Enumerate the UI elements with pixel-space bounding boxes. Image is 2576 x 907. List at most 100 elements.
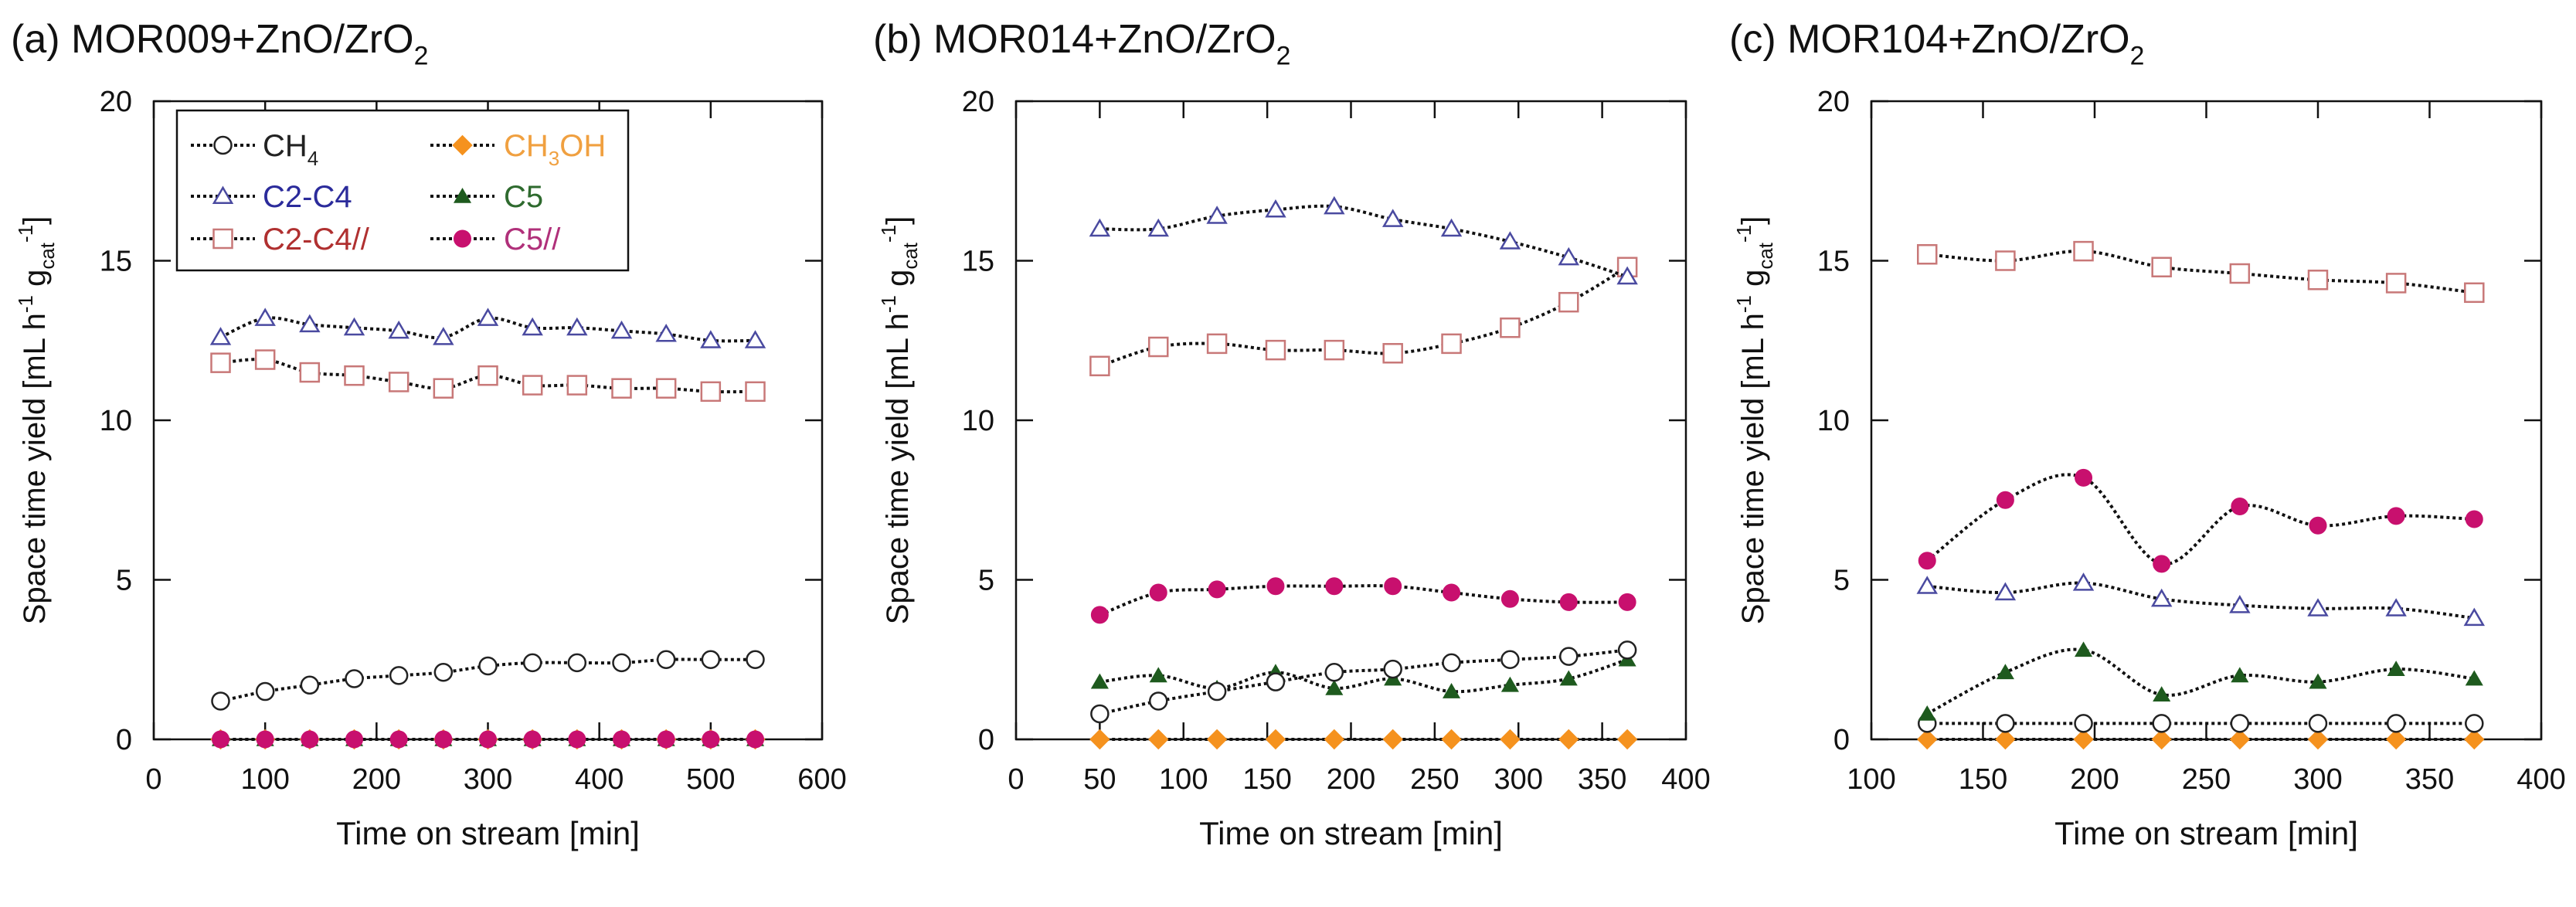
data-point xyxy=(611,378,632,399)
legend-marker xyxy=(452,134,473,156)
data-point xyxy=(388,372,410,392)
series-c5p xyxy=(1090,577,1636,624)
data-point xyxy=(478,656,498,676)
data-point xyxy=(299,362,321,383)
series-c2c4p xyxy=(210,349,766,403)
series-line xyxy=(1099,648,1628,715)
data-point xyxy=(1917,243,1938,265)
plot-frame xyxy=(1870,100,2543,741)
legend-label: C2-C4 xyxy=(263,180,352,214)
legend-label-part: C5 xyxy=(504,180,543,214)
data-point xyxy=(2465,670,2483,686)
y-axis-label-part: -1 xyxy=(877,225,900,243)
data-point xyxy=(1089,355,1110,377)
data-point xyxy=(2387,507,2405,525)
y-axis-label-part: Space time yield [mL h xyxy=(1736,313,1770,624)
x-tick-label: 100 xyxy=(1847,763,1895,796)
data-point xyxy=(477,307,499,326)
data-point xyxy=(1558,291,1579,313)
data-point xyxy=(1499,231,1521,250)
x-tick-label: 150 xyxy=(1959,763,2007,796)
x-tick-label: 250 xyxy=(2182,763,2231,796)
data-point xyxy=(2231,667,2249,683)
data-point xyxy=(1500,729,1521,750)
y-axis-label-part: g xyxy=(1736,270,1770,295)
data-point xyxy=(657,730,675,749)
legend-label: CH3OH xyxy=(504,129,606,170)
data-point xyxy=(2385,729,2407,750)
series-ch4 xyxy=(211,650,765,711)
legend-label-part: C2-C4// xyxy=(263,223,370,256)
panel-title-part: (a) MOR009+ZnO/ZrO xyxy=(11,17,414,62)
x-tick-label: 400 xyxy=(2517,763,2565,796)
y-axis-label-part: -1 xyxy=(14,295,37,313)
y-axis-label: Space time yield [mL h-1 gcat-1] xyxy=(877,216,922,625)
panel-title: (a) MOR009+ZnO/ZrO2 xyxy=(11,17,428,71)
data-point xyxy=(745,381,766,403)
data-point xyxy=(1443,583,1461,602)
data-point xyxy=(1558,246,1580,266)
legend-item-c2c4: C2-C4 xyxy=(191,180,352,214)
data-point xyxy=(2153,555,2171,573)
data-point xyxy=(1500,589,1519,608)
data-point xyxy=(2152,714,2171,733)
x-tick-label: 400 xyxy=(575,763,624,796)
x-tick-label: 300 xyxy=(1494,763,1543,796)
y-axis-label-part: -1 xyxy=(1732,225,1755,243)
data-point xyxy=(209,327,232,345)
data-point xyxy=(1090,606,1109,624)
x-tick-label: 400 xyxy=(1661,763,1710,796)
data-point xyxy=(610,320,633,339)
series-line xyxy=(1927,581,2475,620)
data-point xyxy=(1996,714,2015,733)
series-ch3oh xyxy=(1917,729,2485,750)
legend-label-part: CH xyxy=(504,129,549,163)
y-tick-label: 15 xyxy=(1817,246,1850,278)
data-point xyxy=(522,375,543,396)
y-tick-label: 5 xyxy=(978,565,994,597)
series-c2c4 xyxy=(209,307,766,348)
legend-marker xyxy=(212,228,233,250)
y-tick-label: 15 xyxy=(962,246,994,278)
data-point xyxy=(1500,676,1519,692)
y-axis-label-part: Space time yield [mL h xyxy=(881,313,915,624)
data-point xyxy=(479,730,497,749)
data-point xyxy=(1206,333,1228,355)
y-tick-label: 0 xyxy=(1833,724,1850,756)
y-tick-label: 0 xyxy=(978,724,994,756)
data-point xyxy=(1324,339,1345,361)
data-point xyxy=(434,730,453,749)
data-point xyxy=(1266,577,1285,596)
y-tick-label: 0 xyxy=(116,724,132,756)
data-point xyxy=(700,381,722,403)
data-point xyxy=(2229,263,2251,284)
data-point xyxy=(1440,218,1463,237)
data-point xyxy=(2229,595,2251,613)
x-axis-label: Time on stream [min] xyxy=(1199,815,1503,851)
legend-item-c2c4p: C2-C4// xyxy=(191,223,370,256)
series-c2c4p xyxy=(1089,256,1638,377)
y-axis-label-part: -1 xyxy=(877,295,900,313)
data-point xyxy=(1324,195,1345,215)
data-point xyxy=(612,653,631,673)
data-point xyxy=(344,365,365,386)
panel-title-part: 2 xyxy=(2130,42,2145,71)
data-point xyxy=(2463,607,2486,627)
panel-title: (b) MOR014+ZnO/ZrO2 xyxy=(873,17,1290,71)
x-tick-label: 0 xyxy=(145,763,161,796)
data-point xyxy=(746,650,765,669)
series-line xyxy=(1099,584,1628,617)
data-point xyxy=(212,730,229,749)
y-axis-label: Space time yield [mL h-1 gcat-1] xyxy=(1732,216,1777,625)
legend-box xyxy=(175,109,630,272)
y-axis-label-part: -1 xyxy=(1732,295,1755,313)
data-point xyxy=(1918,705,1936,721)
data-point xyxy=(522,317,543,336)
data-point xyxy=(433,378,454,399)
data-point xyxy=(1382,729,1403,750)
y-tick-label: 10 xyxy=(100,405,132,437)
y-axis-label-part: cat xyxy=(899,242,922,269)
legend-marker xyxy=(213,135,233,155)
data-point xyxy=(567,653,587,673)
